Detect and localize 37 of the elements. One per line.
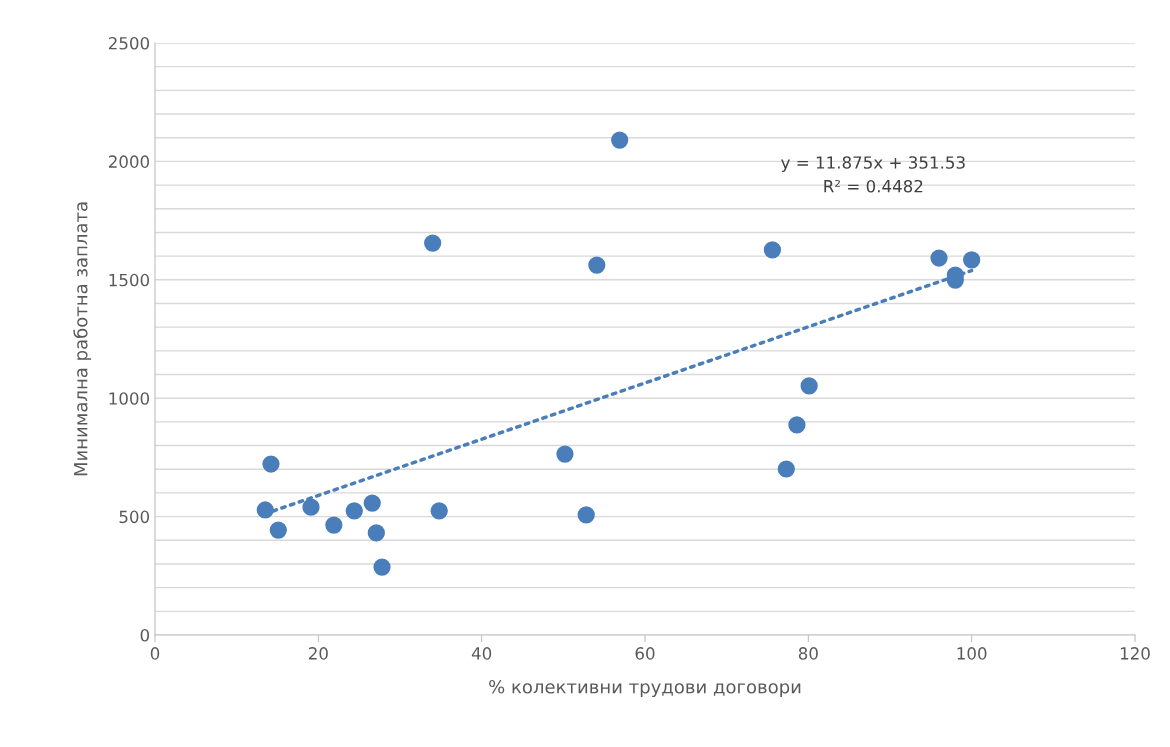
point [325, 516, 343, 534]
x-tick-label: 80 [798, 647, 818, 660]
x-tick-label: 100 [957, 647, 987, 660]
x-tick-label: 20 [308, 647, 328, 660]
y-tick-label: 500 [119, 510, 150, 524]
x-tick-label: 40 [471, 647, 492, 660]
y-tick-label: 2500 [108, 36, 150, 50]
point [788, 416, 806, 434]
point [363, 494, 381, 512]
annotation: y = 11.875x + 351.53 R² = 0.4482 [781, 156, 965, 193]
point [262, 455, 280, 473]
x-axis-title: % колективни трудови договори [489, 679, 801, 698]
y-tick-label: 0 [140, 628, 150, 642]
point [269, 521, 287, 539]
point [367, 524, 385, 542]
point [302, 498, 320, 516]
point [777, 460, 795, 478]
point [763, 241, 782, 259]
point [588, 256, 606, 274]
point [800, 377, 818, 395]
point [345, 502, 363, 520]
point [611, 131, 629, 149]
y-tick-label: 2000 [108, 155, 150, 168]
point [963, 251, 981, 269]
y-axis-title: Минимална работна заплата [73, 202, 92, 476]
y-tick-label: 1000 [109, 392, 150, 405]
point [930, 249, 948, 267]
x-tick-label: 60 [635, 647, 655, 660]
point [424, 234, 442, 252]
x-tick-label: 0 [150, 647, 160, 660]
point [256, 501, 274, 519]
y-tick-label: 1500 [109, 273, 150, 287]
x-tick-label: 120 [1120, 647, 1150, 660]
point [430, 502, 448, 520]
point [577, 506, 595, 524]
point [373, 558, 391, 576]
point [556, 445, 574, 463]
